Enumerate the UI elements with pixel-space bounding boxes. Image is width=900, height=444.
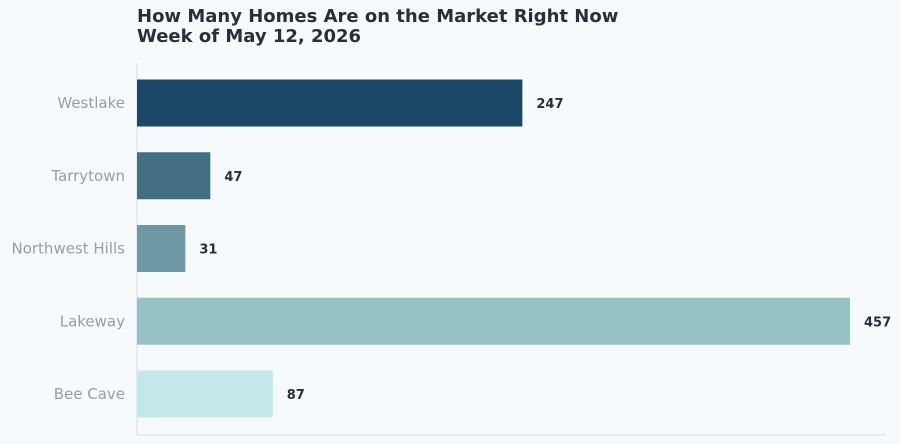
chart-title: How Many Homes Are on the Market Right N… (137, 7, 618, 47)
bar-tarrytown (137, 152, 211, 200)
value-label: 47 (224, 170, 242, 185)
value-label: 457 (864, 315, 891, 330)
value-label: 87 (287, 388, 305, 403)
bar-northwest-hills (137, 225, 186, 272)
value-label: 247 (536, 97, 563, 112)
category-label: Bee Cave (54, 385, 125, 403)
chart-subtitle: Week of May 12, 2026 (137, 26, 362, 47)
bar-westlake (137, 79, 523, 127)
bars-group: Westlake 247 Tarrytown 47 Northwest Hills 31 L… (11, 79, 891, 418)
bar-lakeway (137, 297, 850, 345)
value-label: 31 (199, 243, 217, 258)
bar-bee-cave (137, 370, 273, 418)
category-label: Northwest Hills (11, 240, 125, 258)
chart-title-line: How Many Homes Are on the Market Right N… (137, 6, 619, 27)
category-label: Tarrytown (50, 167, 125, 185)
category-label: Lakeway (60, 312, 125, 330)
category-label: Westlake (57, 94, 125, 112)
